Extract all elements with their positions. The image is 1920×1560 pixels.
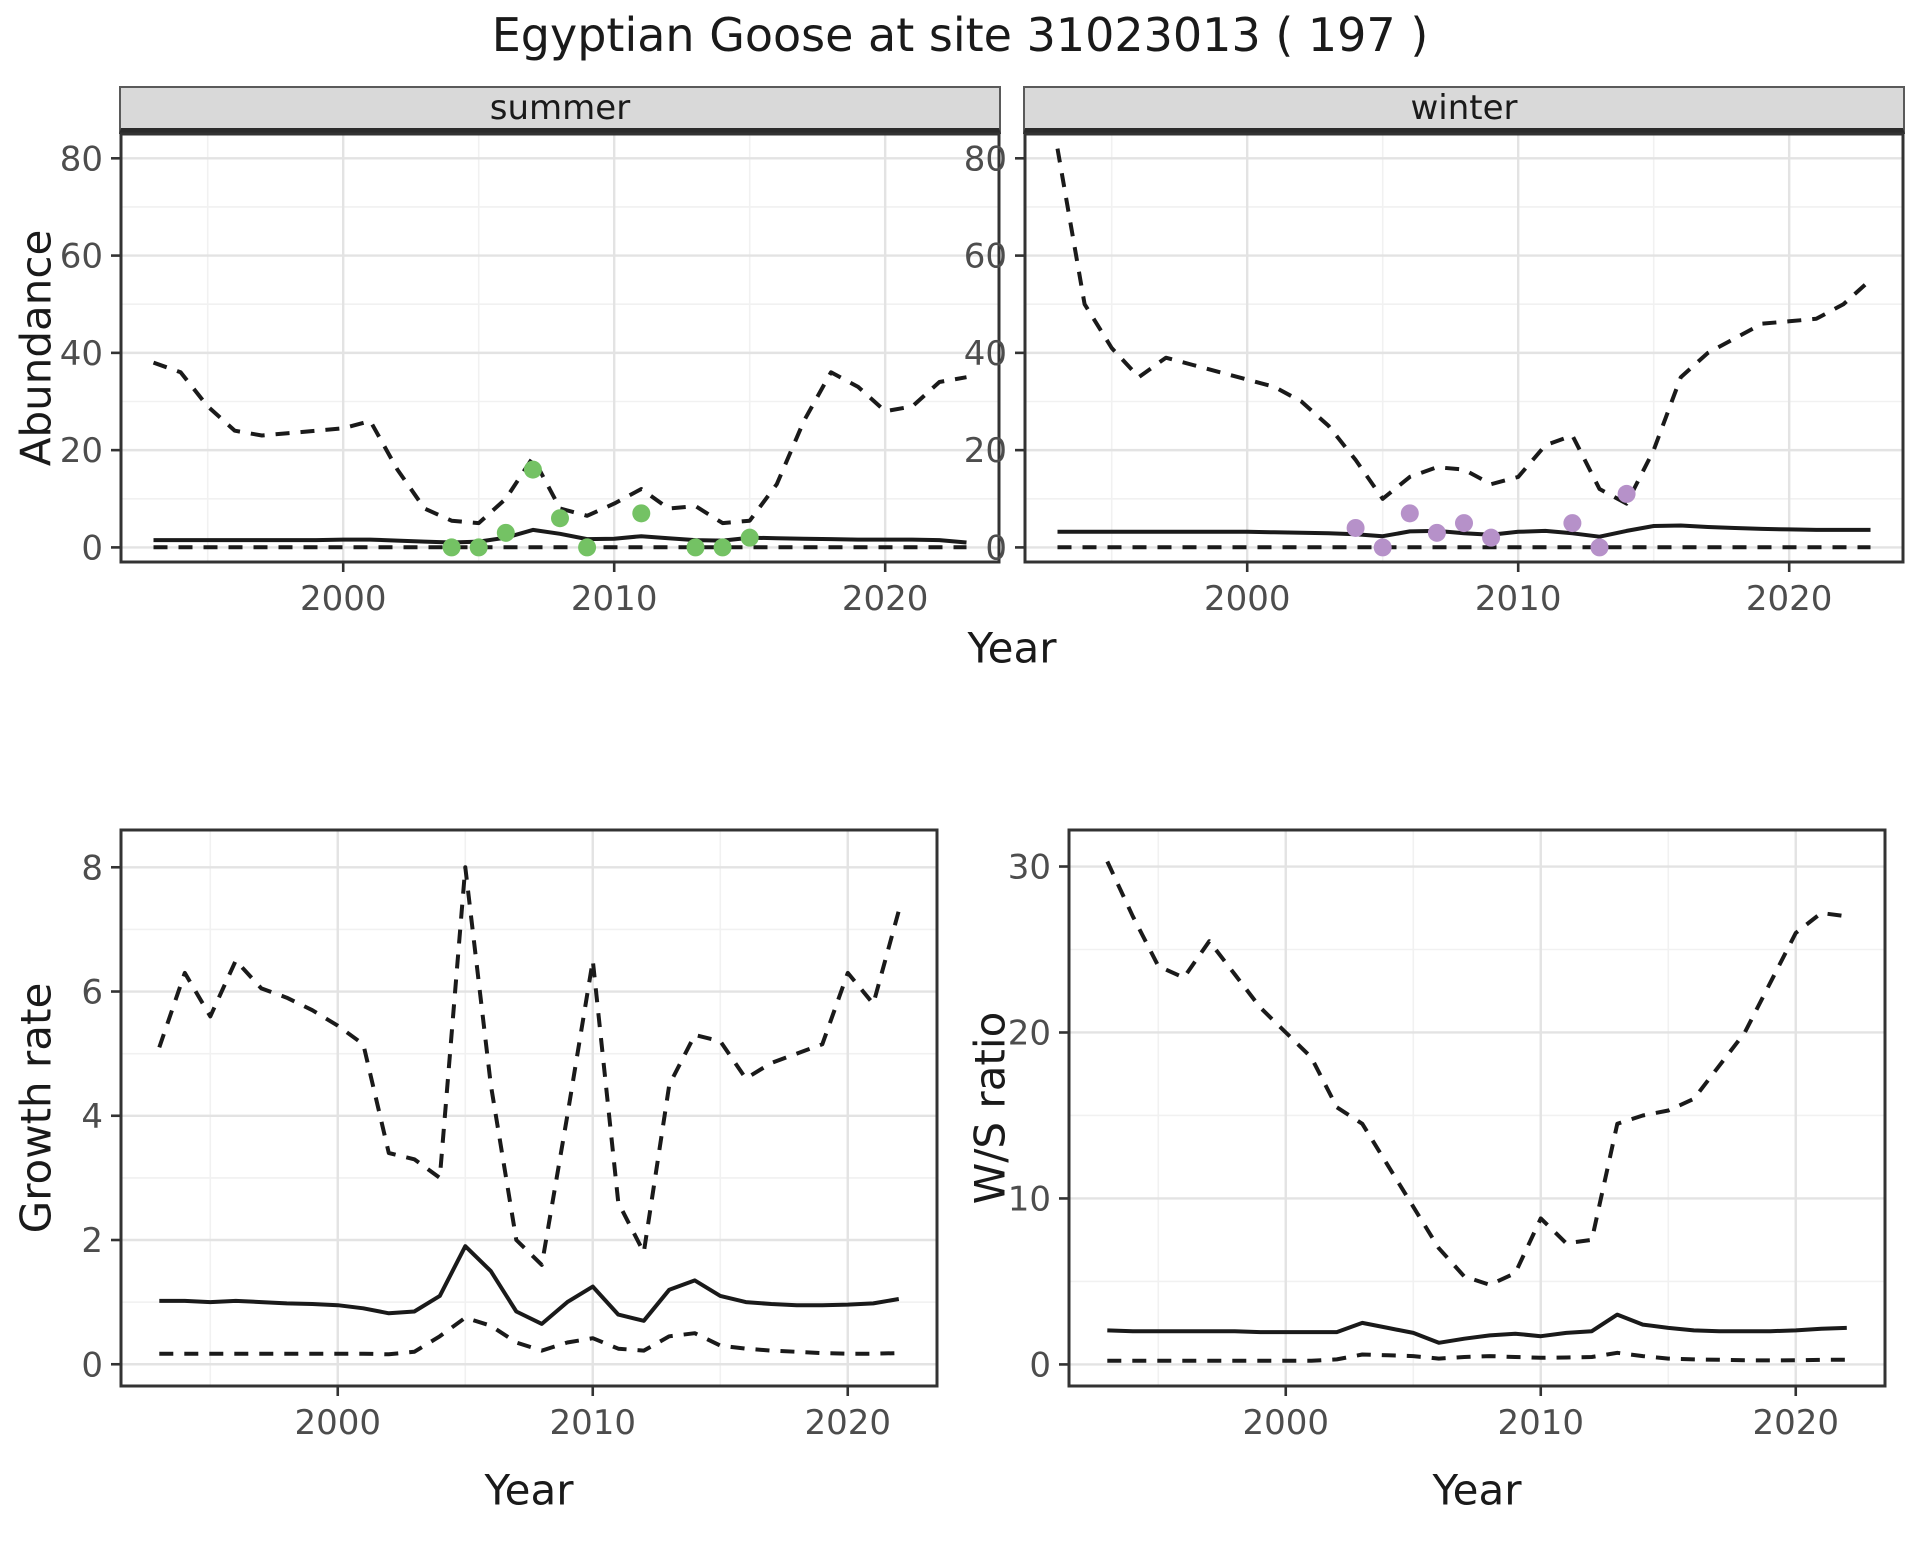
x-axis-title-year-ws: Year [1432,1465,1522,1515]
y-tick-label: 20 [964,431,1007,471]
y-tick-label: 20 [60,431,103,471]
y-tick-label: 40 [964,334,1007,374]
data-point-observed-counts [686,538,705,557]
data-point-observed-counts [1617,484,1636,503]
y-tick-label: 80 [60,139,103,179]
panel-border [119,132,1001,564]
y-tick-label: 0 [1029,1345,1051,1385]
panel-background [1025,134,1903,562]
data-point-observed-counts [1482,528,1501,547]
panel-ws-ratio: 2000 2010 2020 0 10 20 30 [1008,828,1887,1443]
x-tick-label: 2010 [1475,579,1562,619]
x-tick-label: 2010 [549,1403,636,1443]
y-tick-label: 8 [81,848,103,888]
data-point-observed-counts [1563,514,1582,533]
panel-background [1069,830,1885,1386]
series-mean [159,1244,900,1326]
data-point-observed-counts [1427,523,1446,542]
y-tick-label: 60 [964,237,1007,277]
panel-border [1023,132,1905,564]
data-point-observed-counts [578,538,597,557]
x-tick-label: 2020 [1746,579,1833,619]
y-tick-label: 60 [60,237,103,277]
series-mean [1107,1312,1847,1345]
y-tick-label: 20 [1008,1013,1051,1053]
y-tick-label: 2 [81,1221,103,1261]
data-point-observed-counts [496,523,515,542]
data-point-observed-counts [1590,538,1609,557]
y-tick-label: 6 [81,973,103,1013]
data-point-observed-counts [1373,538,1392,557]
data-point-observed-counts [523,460,542,479]
data-point-observed-counts [740,528,759,547]
series-mean [153,527,967,545]
series-upper_ci [152,360,967,526]
x-tick-label: 2000 [1204,579,1291,619]
y-tick-label: 80 [964,139,1007,179]
panel-abundance-summer: 2000 2010 2020 0 20 40 60 80 [60,132,1001,619]
data-point-observed-counts [1400,504,1419,523]
x-tick-label: 2010 [571,579,658,619]
plot-title: Egyptian Goose at site 31023013 ( 197 ) [491,8,1429,62]
panel-background [121,134,999,562]
panel-border [119,828,939,1388]
panel-growth-rate: 2000 2010 2020 0 2 4 6 8 [81,828,939,1443]
data-point-observed-counts [632,504,651,523]
x-tick-label: 2000 [300,579,387,619]
y-tick-label: 0 [985,528,1007,568]
series-upper_ci [1055,148,1872,506]
panel-background [121,830,937,1386]
facet-strip-winter: winter [1023,86,1905,134]
y-tick-label: 4 [81,1097,103,1137]
x-tick-label: 2020 [1752,1403,1839,1443]
panel-border [1067,828,1887,1388]
series-upper_ci [1105,860,1848,1287]
series-upper_ci [157,865,901,1267]
series-lower_ci [159,1315,899,1357]
data-point-observed-counts [551,509,569,528]
data-point-observed-counts [442,538,461,557]
y-tick-label: 0 [81,528,103,568]
y-tick-label: 40 [60,334,103,374]
data-point-observed-counts [713,538,732,557]
y-tick-label: 10 [1008,1179,1051,1219]
x-tick-label: 2000 [294,1403,381,1443]
y-tick-label: 30 [1008,848,1051,888]
x-tick-label: 2000 [1242,1403,1329,1443]
facet-strip-summer: summer [119,86,1001,134]
data-point-observed-counts [469,538,488,557]
series-mean [1057,523,1871,539]
data-point-observed-counts [1455,514,1473,533]
x-tick-label: 2020 [804,1403,891,1443]
x-tick-label: 2020 [842,579,929,619]
x-axis-title-year-top: Year [967,623,1057,673]
data-point-observed-counts [1346,518,1365,537]
panel-abundance-winter: 2000 2010 2020 0 20 40 60 80 [964,132,1905,619]
x-tick-label: 2010 [1497,1403,1584,1443]
x-axis-title-year-growth: Year [484,1465,574,1515]
y-tick-label: 0 [81,1345,103,1385]
